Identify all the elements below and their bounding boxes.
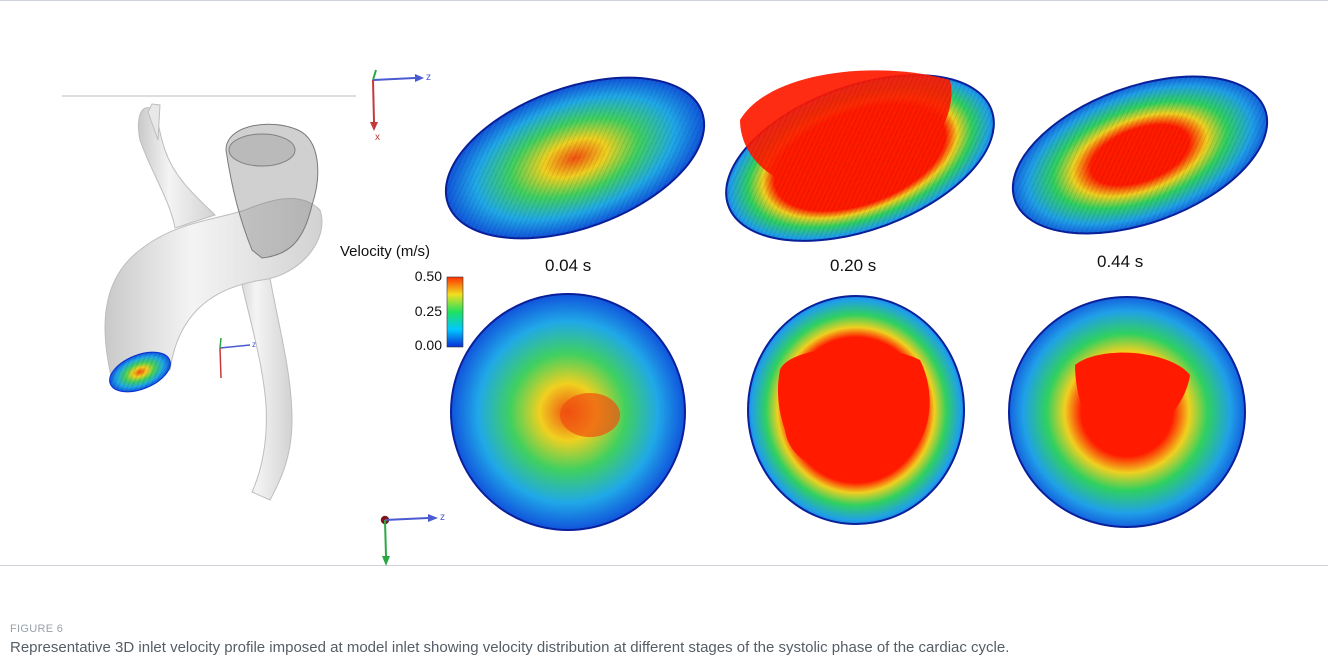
- figure-caption: Representative 3D inlet velocity profile…: [10, 639, 1010, 656]
- top-axis-x: x: [375, 132, 380, 143]
- colorbar-tick-max: 0.50: [414, 268, 442, 284]
- colorbar-tick-min: 0.00: [414, 337, 442, 353]
- profile-bottom-1: [450, 293, 686, 531]
- profile-bottom-3: [1008, 296, 1246, 528]
- aortic-arch: [104, 197, 323, 381]
- branch-tip: [147, 103, 161, 141]
- time-label-2: 0.20 s: [830, 256, 877, 275]
- figure-label: FIGURE 6: [10, 623, 64, 635]
- time-label-1: 0.04 s: [545, 256, 592, 275]
- inlet-arrows: [109, 352, 171, 392]
- colorbar: [446, 276, 464, 348]
- bottom-axis-z: z: [440, 512, 445, 523]
- aorta-model: z: [62, 95, 356, 501]
- transparent-region: [225, 123, 319, 259]
- descending-aorta: [231, 224, 293, 501]
- branch-vessels: [137, 107, 216, 229]
- figure-frame: [0, 0, 1328, 566]
- profile-top-2: [725, 70, 995, 242]
- small-axes: z: [219, 337, 256, 379]
- profile-top-1: [444, 76, 706, 240]
- region-cap: [228, 133, 296, 167]
- small-axis-z: z: [252, 340, 256, 349]
- time-label-3: 0.44 s: [1097, 252, 1144, 271]
- top-axes: z x: [370, 69, 431, 143]
- top-axis-z: z: [426, 72, 431, 83]
- figure-image: z z x z: [62, 69, 1269, 566]
- colorbar-title: Velocity (m/s): [340, 243, 431, 260]
- colorbar-tick-mid: 0.25: [414, 303, 442, 319]
- profile-bottom-2: [747, 295, 965, 525]
- profile-top-3: [1011, 75, 1269, 235]
- bottom-axes: z: [380, 512, 445, 566]
